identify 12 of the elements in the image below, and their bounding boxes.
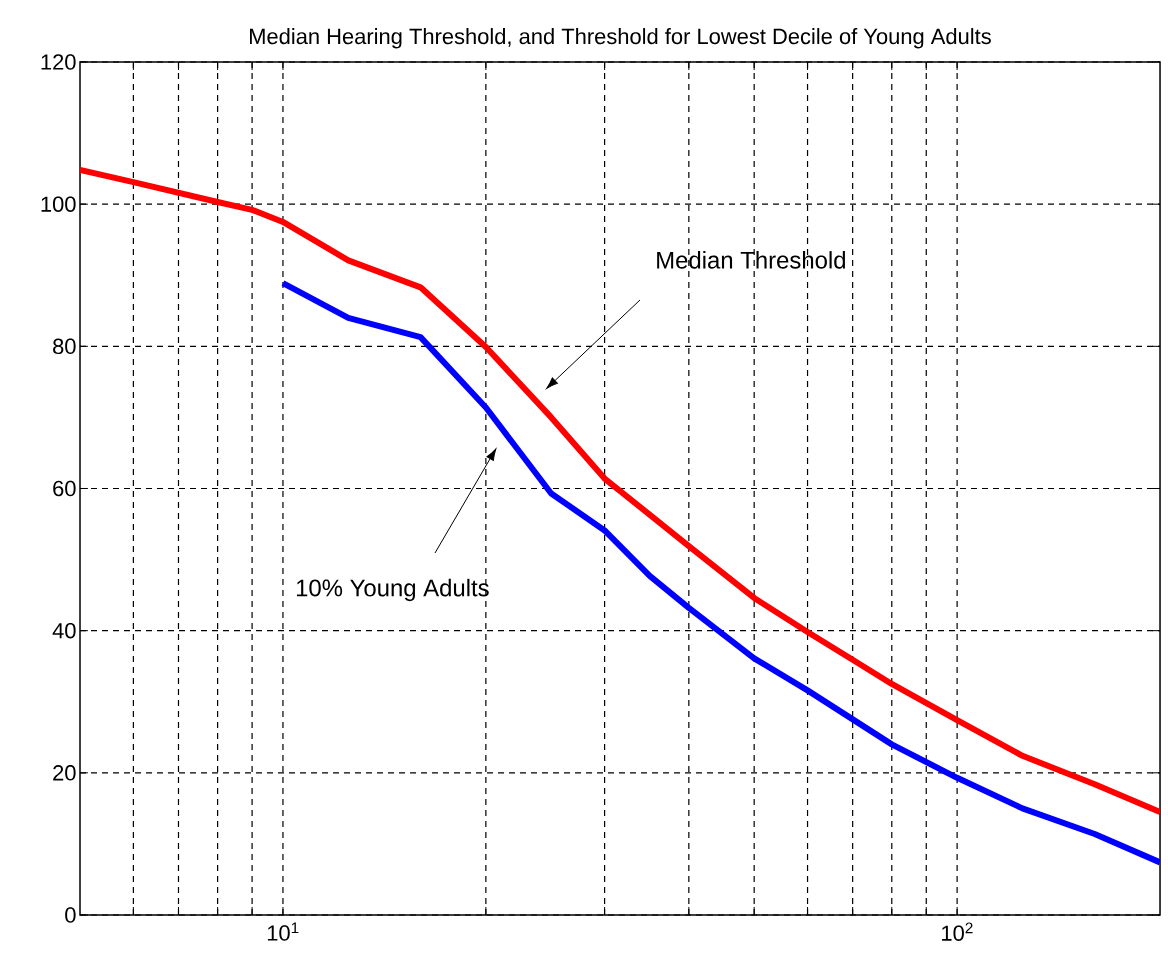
y-tick-label: 40 — [52, 622, 76, 639]
y-tick-label: 100 — [41, 196, 76, 212]
y-tick-label: 0 — [65, 907, 76, 923]
annotation: Median Threshold — [657, 251, 845, 269]
annotation: 10% Young Adults — [296, 578, 489, 602]
x-tick-label: 10$^{1}$ — [267, 922, 299, 941]
chart-title: Median Hearing Threshold, and Threshold for Lowest Decile of Young Adults — [250, 28, 991, 49]
y-tick-label: 20 — [53, 765, 76, 781]
x-tick-label: 10$^{2}$ — [942, 922, 973, 941]
y-tick-label: 60 — [53, 480, 76, 497]
y-tick-label: 80 — [53, 338, 76, 355]
y-tick-label: 120 — [41, 54, 76, 70]
